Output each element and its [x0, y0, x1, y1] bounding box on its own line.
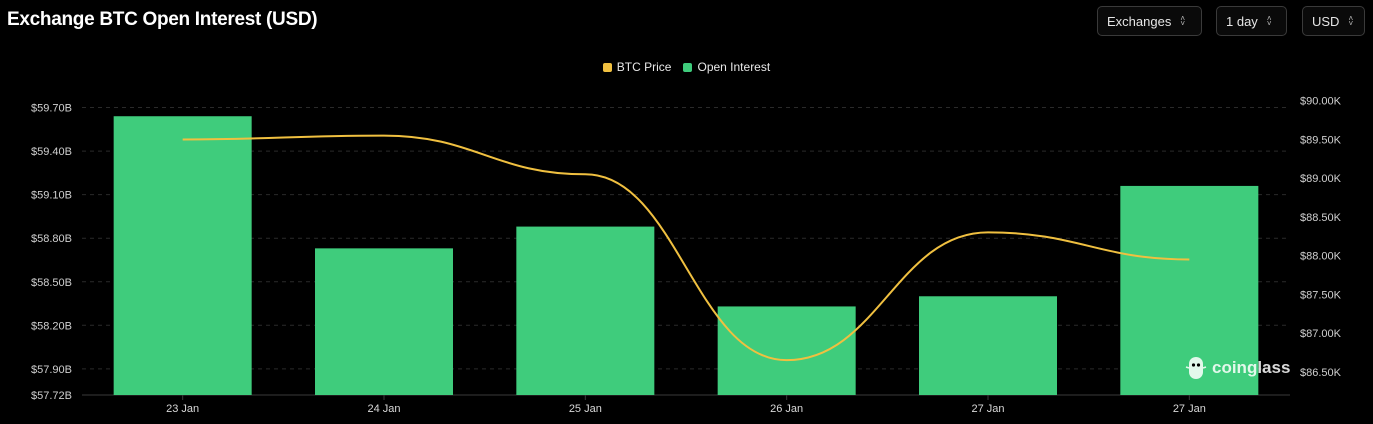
legend-label-open-interest: Open Interest	[697, 60, 771, 74]
left-axis-tick-label: $58.80B	[31, 233, 72, 245]
right-axis-tick-label: $90.00K	[1300, 96, 1342, 108]
currency-select-label: USD	[1312, 13, 1340, 29]
right-axis-tick-label: $88.50K	[1300, 212, 1342, 224]
right-axis-tick-label: $87.50K	[1300, 289, 1342, 301]
x-axis-tick-label: 27 Jan	[1173, 403, 1206, 415]
left-axis-tick-label: $59.40B	[31, 146, 72, 158]
right-axis-tick-label: $88.00K	[1300, 251, 1342, 263]
chevron-updown-icon: ˄ ˅	[1266, 14, 1272, 28]
bar-open-interest	[1120, 185, 1259, 395]
bar-open-interest	[113, 116, 252, 395]
x-axis-tick-label: 25 Jan	[569, 403, 602, 415]
bar-open-interest	[919, 296, 1057, 395]
right-axis-tick-label: $87.00K	[1300, 328, 1342, 340]
left-axis-tick-label: $59.10B	[31, 190, 72, 202]
x-axis-tick-label: 27 Jan	[971, 403, 1004, 415]
legend-swatch-open-interest	[683, 62, 693, 72]
x-axis-tick-label: 24 Jan	[367, 403, 400, 415]
left-axis-tick-label: $58.50B	[31, 277, 72, 289]
left-axis-tick-label: $58.20B	[31, 320, 72, 332]
watermark-text: coinglass	[1212, 358, 1291, 377]
right-axis-tick-label: $89.50K	[1300, 134, 1342, 146]
right-axis-tick-label: $86.50K	[1300, 367, 1342, 379]
left-axis-tick-label: $57.90B	[31, 364, 72, 376]
chevron-updown-icon: ˄ ˅	[1180, 14, 1185, 28]
legend-swatch-btc-price	[602, 62, 612, 72]
left-axis-tick-label: $59.70B	[31, 103, 72, 115]
left-axis-tick-label: $57.72B	[31, 390, 72, 402]
bar-open-interest	[315, 248, 453, 395]
legend-item-btc-price[interactable]: BTC Price	[602, 60, 672, 74]
exchanges-select[interactable]: Exchanges ˄ ˅	[1097, 6, 1202, 36]
legend-label-btc-price: BTC Price	[616, 60, 672, 74]
interval-select-label: 1 day	[1226, 13, 1258, 29]
exchanges-select-label: Exchanges	[1107, 13, 1172, 29]
bar-open-interest	[717, 306, 856, 395]
coinglass-watermark: coinglass	[1185, 356, 1290, 380]
currency-select[interactable]: USD ˄ ˅	[1302, 6, 1365, 36]
chart-legend: BTC Price Open Interest	[0, 60, 1373, 74]
right-axis-tick-label: $89.00K	[1300, 173, 1342, 185]
page-title: Exchange BTC Open Interest (USD)	[7, 9, 318, 30]
line-btc-price	[182, 134, 1190, 362]
coinglass-logo-icon	[1185, 357, 1207, 379]
interval-select[interactable]: 1 day ˄ ˅	[1216, 6, 1287, 36]
bar-open-interest	[516, 226, 655, 395]
x-axis-tick-label: 26 Jan	[770, 403, 803, 415]
chevron-updown-icon: ˄ ˅	[1348, 14, 1354, 28]
x-axis-tick-label: 23 Jan	[166, 403, 199, 415]
legend-item-open-interest[interactable]: Open Interest	[683, 60, 770, 74]
